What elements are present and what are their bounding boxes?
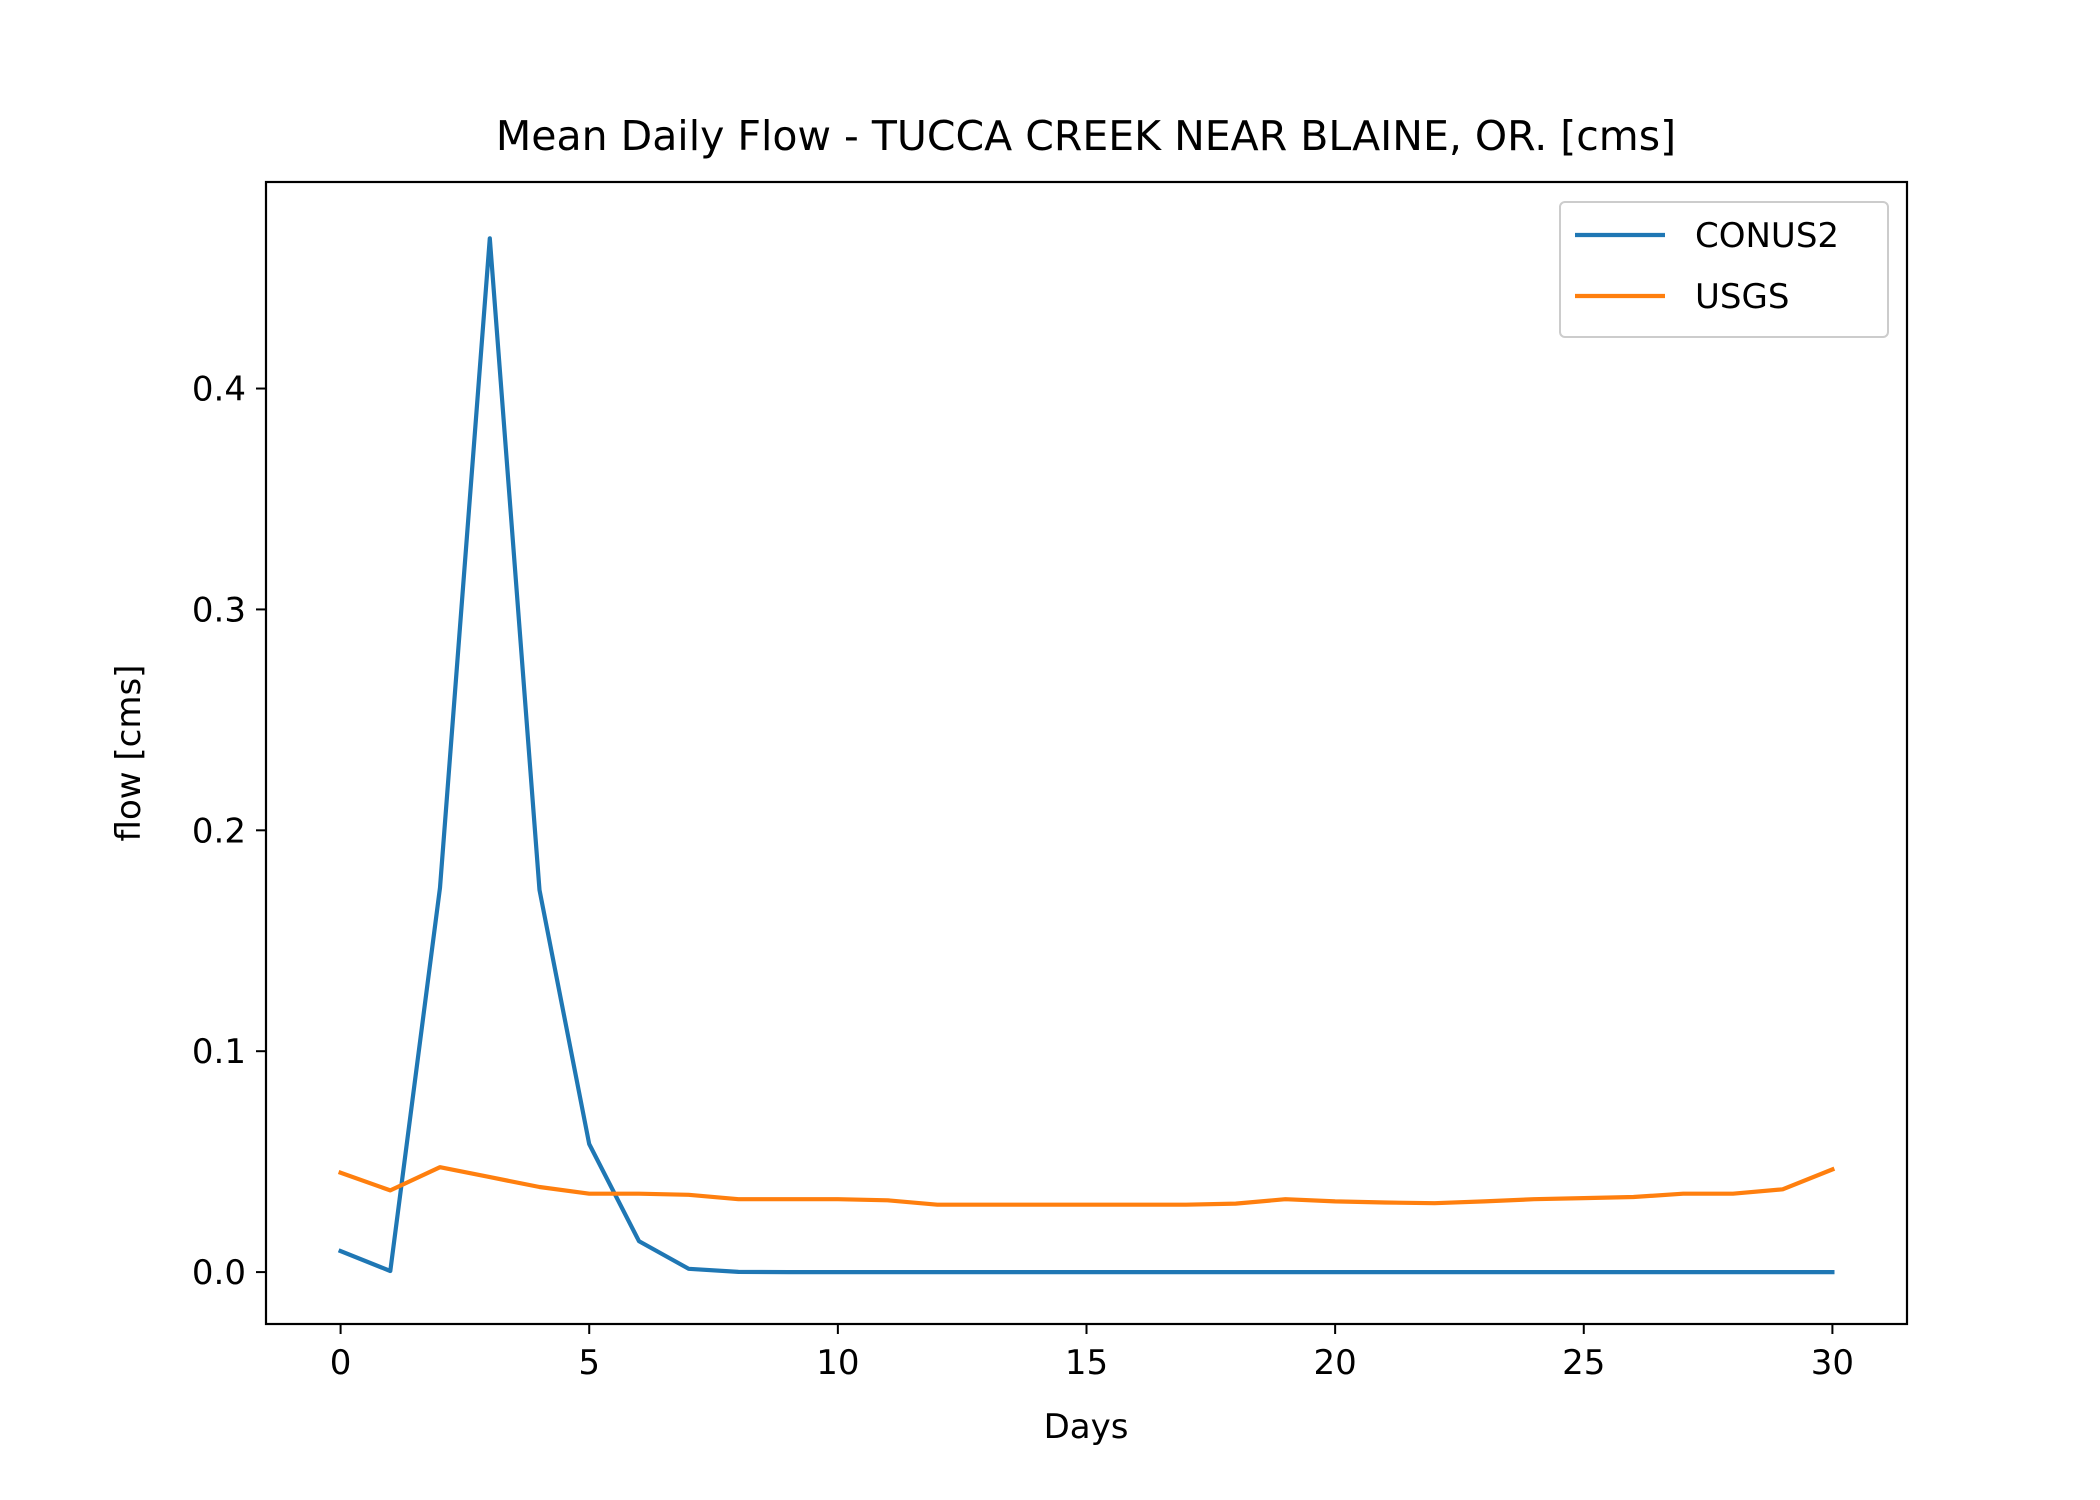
x-tick-label: 5 xyxy=(578,1343,600,1383)
y-tick-label: 0.3 xyxy=(192,590,246,630)
y-tick-label: 0.0 xyxy=(192,1253,246,1293)
plot-frame xyxy=(264,180,1909,1326)
legend: CONUS2 USGS xyxy=(1559,201,1889,338)
y-tick-label: 0.4 xyxy=(192,370,246,410)
legend-label-conus2: CONUS2 xyxy=(1695,216,1839,256)
x-tick-label: 10 xyxy=(816,1343,859,1383)
legend-label-usgs: USGS xyxy=(1695,277,1789,317)
x-tick-label: 30 xyxy=(1811,1343,1854,1383)
x-tick-label: 0 xyxy=(330,1343,352,1383)
y-axis-label: flow [cms] xyxy=(109,665,149,842)
x-tick-label: 15 xyxy=(1065,1343,1108,1383)
x-axis-label: Days xyxy=(1044,1407,1129,1447)
y-tick-label: 0.2 xyxy=(192,811,246,851)
series-line-conus2 xyxy=(337,236,1835,1275)
series-line-usgs xyxy=(337,1165,1836,1207)
y-tick-label: 0.1 xyxy=(192,1032,246,1072)
x-tick-label: 20 xyxy=(1314,1343,1357,1383)
chart-title: Mean Daily Flow - TUCCA CREEK NEAR BLAIN… xyxy=(496,112,1676,160)
x-tick-label: 25 xyxy=(1562,1343,1605,1383)
